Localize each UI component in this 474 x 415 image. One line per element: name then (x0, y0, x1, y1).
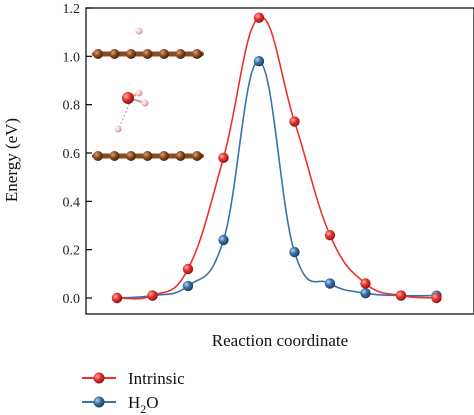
plot-frame (85, 7, 474, 315)
plot-area-border (85, 7, 474, 315)
hydrogen-bond (118, 99, 132, 129)
data-point-intrinsic (182, 263, 194, 275)
legend-label-h2o-o: O (146, 393, 158, 412)
carbon-atom (109, 49, 120, 59)
data-point-intrinsic (289, 116, 300, 127)
carbon-atom (126, 151, 136, 161)
carbon-atom (175, 49, 186, 59)
data-point-intrinsic (431, 292, 442, 304)
data-point-intrinsic (218, 152, 229, 164)
carbon-atom (175, 151, 186, 161)
carbon-atom (93, 49, 103, 59)
legend-label-h2o: H2O (128, 393, 159, 415)
legend-label-h2o-h: H (128, 393, 140, 412)
lower-layer (92, 151, 204, 161)
hydrogen-atom (135, 27, 143, 35)
y-tick-label: 0.4 (63, 195, 81, 210)
y-tick-label: 0.6 (63, 147, 81, 162)
legend-item-intrinsic: Intrinsic (82, 369, 185, 388)
data-point-h2o (253, 55, 265, 67)
hydrogen-atom (114, 125, 122, 133)
carbon-atom (93, 151, 103, 161)
data-point-intrinsic (147, 290, 158, 301)
series-points (111, 12, 442, 304)
legend-label-h2o-sub: 2 (140, 402, 146, 415)
data-point-h2o (360, 287, 371, 299)
data-point-intrinsic (253, 12, 265, 23)
data-point-intrinsic (111, 292, 123, 304)
y-axis-title: Energy (eV) (2, 118, 21, 202)
data-point-h2o (324, 278, 336, 289)
carbon-atom (142, 49, 153, 59)
x-axis-title: Reaction coordinate (212, 331, 348, 350)
y-tick-label: 0.0 (63, 292, 81, 307)
carbon-atom (192, 151, 202, 161)
y-tick-label: 1.0 (63, 50, 81, 65)
data-point-h2o (218, 234, 229, 246)
upper-layer (92, 49, 204, 59)
series-line-intrinsic (116, 16, 437, 300)
carbon-atom (109, 151, 120, 161)
series-line-h2o (116, 60, 437, 299)
carbon-atom (159, 151, 169, 161)
legend-item-h2o: H2O (82, 393, 159, 415)
data-point-intrinsic (324, 229, 336, 241)
series-lines (116, 16, 437, 300)
data-point-intrinsic (395, 290, 407, 301)
hydrogen-atom (141, 99, 149, 107)
carbon-atom (126, 49, 136, 59)
y-tick-label: 0.2 (63, 244, 81, 259)
legend-marker-h2o (93, 396, 105, 408)
legend-label-intrinsic: Intrinsic (128, 369, 185, 388)
water-molecule (114, 27, 149, 133)
legend: Intrinsic H2O (82, 369, 185, 415)
data-point-h2o (182, 280, 194, 292)
hydrogen-atom (135, 89, 143, 97)
data-point-h2o (289, 246, 300, 258)
carbon-atom (192, 49, 202, 59)
y-tick-label: 1.2 (63, 2, 81, 17)
carbon-atom (159, 49, 169, 59)
y-tick-label: 0.8 (63, 99, 81, 114)
carbon-atom (142, 151, 153, 161)
legend-marker-intrinsic (93, 372, 105, 384)
y-axis: 0.0 0.2 0.4 0.6 0.8 1.0 1.2 (63, 2, 92, 307)
oxygen-atom (122, 92, 134, 104)
molecular-structure-inset (92, 27, 204, 161)
data-point-intrinsic (360, 278, 371, 289)
